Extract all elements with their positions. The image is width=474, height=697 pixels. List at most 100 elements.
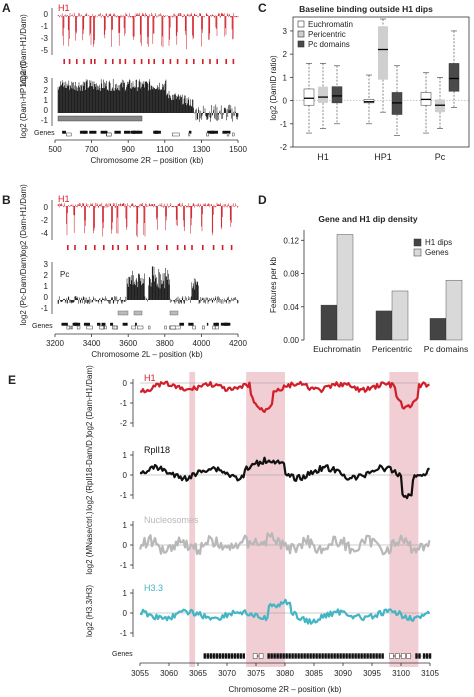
dip-mark bbox=[185, 59, 188, 64]
gene bbox=[215, 325, 219, 330]
gene-exon bbox=[285, 653, 288, 659]
panel-c: C Baseline binding outside H1 dips log2 … bbox=[258, 1, 470, 162]
panel-c-letter: C bbox=[258, 1, 267, 15]
panel-a-h1-ylabel: log2 (Dam-H1/Dam) bbox=[19, 14, 28, 86]
dip-mark bbox=[103, 245, 105, 250]
y-tick-label: 0 bbox=[123, 471, 128, 480]
dip-mark bbox=[94, 59, 96, 64]
gene bbox=[154, 130, 158, 134]
x-tick-label: 4000 bbox=[193, 339, 211, 348]
panel-a-hp1-tick-1: 2 bbox=[44, 86, 49, 95]
panel-b-h1-track bbox=[57, 202, 239, 238]
x-tick-label: 1300 bbox=[193, 145, 211, 154]
gene bbox=[124, 130, 131, 134]
track-h1: 0 -1 -2 log2 (Dam-H1/Dam) H1 bbox=[85, 365, 430, 437]
y-tick-label: 0 bbox=[123, 609, 128, 618]
y-tick-label: -1 bbox=[120, 561, 128, 570]
gene-exon bbox=[221, 653, 225, 659]
gene-exon bbox=[303, 653, 306, 659]
panel-a-h1-tick-0: 0 bbox=[44, 10, 49, 19]
box-euchromatin bbox=[303, 88, 315, 106]
gene bbox=[220, 322, 227, 326]
x-tick-label: 3090 bbox=[334, 669, 352, 678]
dip-mark bbox=[119, 59, 121, 64]
signal-line bbox=[138, 532, 431, 556]
y-tick-label: 0.12 bbox=[283, 236, 299, 245]
panel-a-xticks: 500 700 900 1100 1300 1500 bbox=[48, 140, 247, 154]
panel-d-xticks: Euchromatin Pericentric Pc domains bbox=[313, 344, 468, 354]
dip-mark bbox=[117, 245, 119, 250]
x-tick-label: 1100 bbox=[156, 145, 174, 154]
gene-exon bbox=[267, 653, 270, 659]
gene-exon bbox=[357, 653, 360, 659]
panel-d-legend-1: Genes bbox=[425, 248, 449, 257]
gene bbox=[101, 322, 106, 326]
x-tick-label: 900 bbox=[122, 145, 136, 154]
panel-d-legend-0: H1 dips bbox=[425, 238, 452, 247]
panel-d-legend: H1 dips Genes bbox=[413, 238, 452, 257]
bar-h1-dips bbox=[320, 304, 338, 341]
panel-b-pc-tick-2: 1 bbox=[44, 282, 49, 291]
panel-a-gene-track bbox=[62, 130, 235, 137]
gene-exon bbox=[428, 653, 432, 659]
panel-e-gene-track bbox=[203, 653, 432, 659]
x-tick-label: 500 bbox=[48, 145, 62, 154]
dip-mark bbox=[112, 245, 114, 250]
highlight-region bbox=[189, 372, 196, 667]
panel-a-genes-label: Genes bbox=[34, 130, 55, 137]
gene-exon bbox=[336, 653, 339, 659]
gene-exon bbox=[258, 653, 264, 659]
y-tick-label: 2 bbox=[283, 50, 288, 59]
gene-exon bbox=[318, 653, 321, 659]
x-tick-label: Pc domains bbox=[424, 344, 468, 354]
dip-mark bbox=[104, 59, 107, 64]
x-tick-label: HP1 bbox=[374, 152, 392, 162]
gene-exon bbox=[224, 653, 228, 659]
panel-a-hp1-signal bbox=[57, 79, 239, 122]
dip-mark bbox=[144, 245, 146, 250]
track-label: RplI18 bbox=[144, 445, 170, 455]
gene-exon bbox=[381, 653, 384, 659]
panel-c-frame bbox=[292, 16, 470, 148]
dip-mark bbox=[212, 245, 215, 250]
panel-a: A H1 log2 (Dam-H1/Dam) 0 -1 -3 -5 HP1 lo… bbox=[2, 1, 247, 165]
gene-exon bbox=[282, 653, 285, 659]
dip-mark bbox=[157, 245, 159, 250]
y-axis-label: log2 (MNase/ctrl.) bbox=[85, 511, 94, 574]
track-rpli18: 1 0 -1 log2 (RplI18-Dam/D.) RplI18 bbox=[85, 435, 431, 511]
gene bbox=[113, 325, 118, 330]
gene bbox=[226, 132, 230, 137]
box-pc-domains bbox=[448, 63, 460, 92]
gene bbox=[222, 130, 231, 134]
panel-e-tracks: 0 -1 -2 log2 (Dam-H1/Dam) H1 1 0 -1 log2 (RplI18… bbox=[85, 365, 431, 638]
dip-mark bbox=[153, 59, 155, 64]
gene bbox=[96, 322, 101, 326]
panel-c-legend-1: Pericentric bbox=[308, 30, 346, 39]
panel-c-ylabel: log2 (DamID ratio) bbox=[269, 55, 278, 121]
dip-mark bbox=[166, 245, 168, 250]
gene bbox=[66, 325, 70, 330]
y-tick-label: -2 bbox=[120, 419, 128, 428]
dip-mark bbox=[68, 59, 71, 64]
bar-genes bbox=[445, 279, 463, 341]
highlight-region bbox=[389, 372, 419, 667]
gene-exon bbox=[252, 653, 258, 659]
panel-b-pc-tick-1: 2 bbox=[44, 271, 49, 280]
gene bbox=[137, 325, 144, 330]
panel-e-genes-label: Genes bbox=[112, 651, 133, 658]
gene-exon bbox=[230, 653, 234, 659]
bar-genes bbox=[391, 290, 409, 341]
x-tick-label: Pc bbox=[435, 152, 446, 162]
panel-b-h1-yticks: 0 -2 -4 bbox=[41, 203, 49, 238]
panel-a-h1-tick-1: -1 bbox=[41, 22, 49, 31]
panel-a-h1-yticks: 0 -1 -3 -5 bbox=[41, 10, 49, 55]
y-tick-label: 1 bbox=[283, 73, 288, 82]
gene-exon bbox=[270, 653, 273, 659]
x-tick-label: 3800 bbox=[156, 339, 174, 348]
y-tick-label: -1 bbox=[120, 629, 128, 638]
gene-exon bbox=[330, 653, 333, 659]
gene bbox=[188, 130, 192, 134]
gene bbox=[232, 132, 235, 137]
panel-b-h1-tick-2: -4 bbox=[41, 229, 49, 238]
dip-mark bbox=[83, 59, 85, 64]
